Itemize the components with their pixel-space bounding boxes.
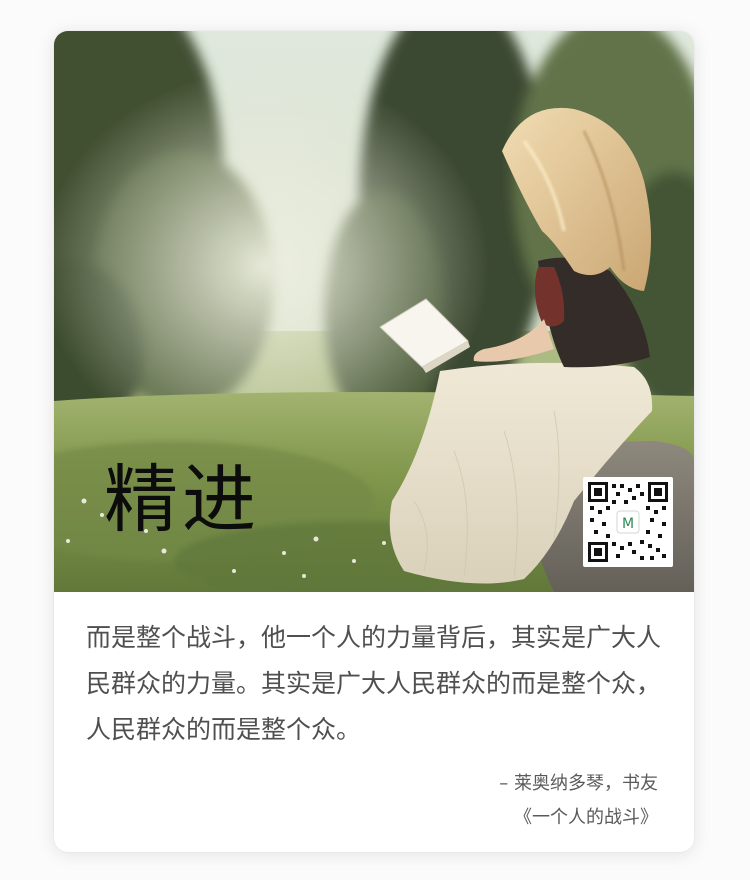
book-title: 《一个人的战斗》 (514, 807, 658, 828)
card-title: 精进 (104, 457, 260, 543)
quote-text: 而是整个战斗，他一个人的力量背后，其实是广大人民群众的力量。其实是广大人民群众的… (86, 623, 662, 744)
qr-code[interactable]: M (583, 477, 673, 567)
cover-photo (54, 31, 694, 592)
qr-logo-letter: M (622, 516, 634, 532)
qr-code-icon: M (588, 482, 668, 562)
author-line: – 莱奥纳多琴，书友 (499, 773, 658, 794)
attribution: – 莱奥纳多琴，书友 《一个人的战斗》 (499, 767, 658, 835)
quote-card[interactable]: 精进 (54, 31, 694, 852)
